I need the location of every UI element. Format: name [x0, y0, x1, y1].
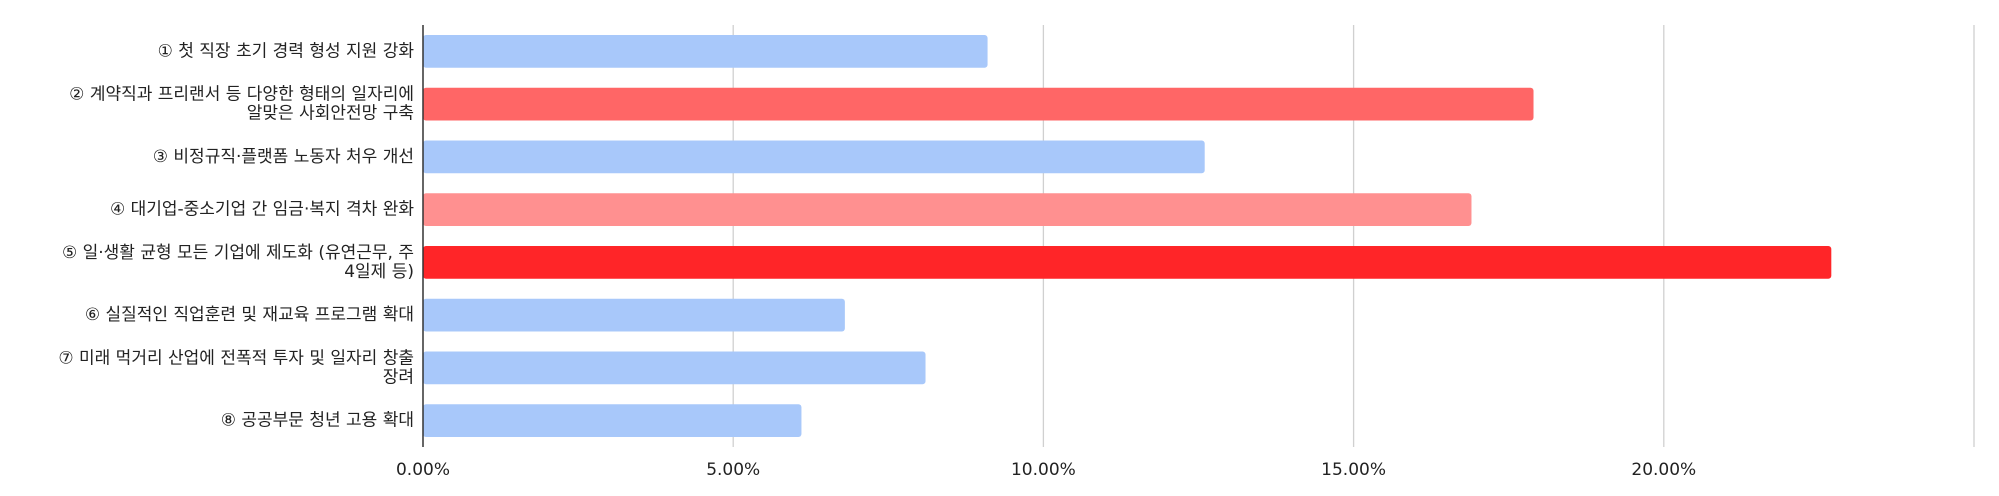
bar	[423, 351, 926, 385]
category-label: ② 계약직과 프리랜서 등 다양한 형태의 일자리에 알맞은 사회안전망 구축	[69, 85, 414, 124]
category-label: ③ 비정규직·플랫폼 노동자 처우 개선	[153, 147, 414, 167]
bar	[423, 246, 1832, 279]
x-tick-label: 0.00%	[396, 460, 450, 480]
x-tick-label: 15.00%	[1321, 460, 1386, 480]
bar	[423, 140, 1205, 174]
bars	[423, 35, 1832, 437]
category-label: ① 첫 직장 초기 경력 형성 지원 강화	[158, 41, 415, 61]
bar	[423, 298, 845, 332]
bar	[423, 35, 988, 68]
category-label: ④ 대기업-중소기업 간 임금·복지 격차 완화	[110, 200, 414, 220]
x-tick-label: 5.00%	[706, 460, 760, 480]
category-label: ⑥ 실질적인 직업훈련 및 재교육 프로그램 확대	[85, 305, 414, 325]
category-label: ⑧ 공공부문 청년 고용 확대	[221, 411, 414, 431]
bar	[423, 193, 1472, 226]
bar	[423, 87, 1534, 121]
x-tick-label: 10.00%	[1011, 460, 1076, 480]
x-tick-label: 20.00%	[1631, 460, 1696, 480]
bar	[423, 404, 802, 437]
category-labels: ① 첫 직장 초기 경력 형성 지원 강화 ② 계약직과 프리랜서 등 다양한 형…	[58, 41, 414, 430]
category-label: ⑤ 일·생활 균형 모든 기업에 제도화 (유연근무, 주 4일제 등)	[62, 243, 414, 282]
x-tick-labels: 0.00% 5.00% 10.00% 15.00% 20.00%	[396, 460, 1696, 480]
category-label: ⑦ 미래 먹거리 산업에 전폭적 투자 및 일자리 창출 장려	[58, 348, 414, 387]
